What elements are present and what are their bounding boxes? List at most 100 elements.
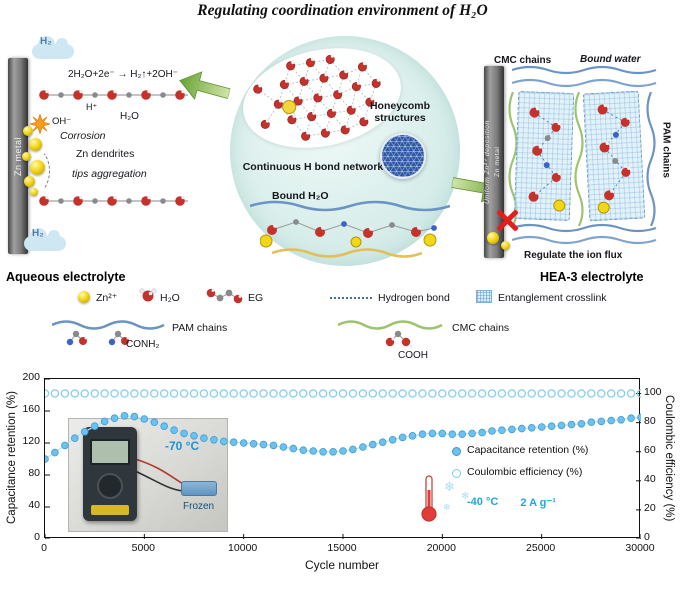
h2o-legend-label: H₂O <box>160 292 180 304</box>
hydrated-molecules-icon <box>528 107 566 212</box>
condition-temperature: -40 °C <box>467 496 499 508</box>
y-left-tick-label: 80 <box>28 467 40 479</box>
hea3-electrolyte-caption: HEA-3 electrolyte <box>540 270 644 284</box>
h2-top-label: H₂ <box>40 36 52 47</box>
vertical-chain-wave-icon <box>574 92 584 226</box>
device-lcd <box>90 439 130 465</box>
y-left-tick-label: 200 <box>22 371 40 383</box>
x-tick-label: 30000 <box>625 542 655 554</box>
h-bond-network-inset <box>233 34 411 162</box>
eg-legend-label: EG <box>248 292 264 304</box>
figure-title: Regulating coordination environment of H… <box>197 2 488 19</box>
snowflake-icon: ❄ <box>444 479 455 494</box>
frozen-label: Frozen <box>183 501 215 512</box>
x-tick-label: 0 <box>41 542 47 554</box>
thermometer-icon <box>421 475 437 522</box>
eg-molecule-icon <box>206 288 243 304</box>
h2-bubble-icon <box>24 228 66 251</box>
aqueous-electrolyte-caption: Aqueous electrolyte <box>6 270 126 284</box>
h2-bubble-icon <box>32 36 74 59</box>
x-tick-label: 20000 <box>426 542 456 554</box>
h2o-label: H₂O <box>120 111 139 122</box>
device-probe-port <box>91 505 129 515</box>
efficiency-legend-label: Coulombic efficiency (%) <box>467 466 583 478</box>
water-chain-icon <box>39 195 188 206</box>
inset-temperature-label: -70 °C <box>165 439 200 453</box>
zn-dendrites-label: Zn dendrites <box>76 148 135 160</box>
arrow-left-icon <box>179 71 231 100</box>
pam-chains-label: PAM chains <box>660 122 672 178</box>
hydrated-domain-box <box>513 91 575 221</box>
her-reaction-label: 2H₂O+2e⁻ → H₂↑+2OH⁻ <box>68 69 179 80</box>
aggregation-arc <box>20 148 50 194</box>
x-tick-label: 5000 <box>131 542 155 554</box>
plot-canvas <box>40 378 646 540</box>
frozen-sample <box>181 481 217 496</box>
zn-sphere-icon <box>501 241 510 250</box>
water-chain-icon <box>39 89 188 100</box>
y-right-tick-label: 20 <box>644 501 656 514</box>
y-right-tick-label: 40 <box>644 472 656 485</box>
bound-water-molecules-icon <box>260 219 437 248</box>
device-dial <box>97 473 123 499</box>
hydrogen-bond-icon <box>330 297 372 299</box>
y-axis-label-left: Capacitance retention (%) <box>6 391 18 525</box>
bound-water-label: Bound water <box>580 54 641 65</box>
right-electrode-label-1: Uniform Zn²⁺ deposition <box>484 120 491 204</box>
x-tick-label: 15000 <box>327 542 357 554</box>
cmc-chains-label: CMC chains <box>494 55 552 66</box>
axis-ticks <box>44 378 642 540</box>
cmc-wave-icon <box>272 248 422 258</box>
capacitance-legend-label: Capacitance retention (%) <box>467 444 589 456</box>
x-axis-label: Cycle number <box>304 558 380 572</box>
cooh-group-icon <box>385 330 413 348</box>
entanglement-crosslink-icon <box>476 290 492 303</box>
pam-wave-icon <box>250 200 450 212</box>
coulombic-efficiency-series <box>40 389 646 398</box>
cmc-bottom-waves-icon <box>512 223 657 245</box>
pam-side-groups-icon <box>66 330 130 346</box>
h-plus-label: H⁺ <box>86 102 98 112</box>
zn-sphere-icon <box>487 232 499 244</box>
condition-current-density: 2 A g⁻¹ <box>520 497 556 509</box>
corrosion-burst-icon <box>30 114 50 134</box>
hydrated-molecules-icon <box>597 103 631 214</box>
y-right-tick-label: 100 <box>644 385 662 398</box>
x-tick-label: 25000 <box>526 542 556 554</box>
oh-label: OH⁻ <box>52 116 72 127</box>
plot-area <box>40 378 646 540</box>
h-bond-network-icon <box>253 54 381 141</box>
h-bond-network-label: Continuous H bond network <box>242 161 384 173</box>
y-left-tick-label: 40 <box>28 499 40 511</box>
y-right-tick-label: 0 <box>644 531 650 543</box>
zn-ion-icon <box>78 291 90 303</box>
x-tick-label: 10000 <box>228 542 258 554</box>
zn-sphere-icon <box>23 126 33 136</box>
y-left-tick-label: 120 <box>22 435 40 447</box>
y-left-tick-label: 0 <box>34 531 40 543</box>
test-conditions: -40 °C 2 A g⁻¹ <box>467 496 556 509</box>
h2-bottom-label: H₂ <box>32 228 44 239</box>
tips-aggregation-label: tips aggregation <box>72 168 147 180</box>
honeycomb-label: Honeycomb structures <box>369 100 431 125</box>
pam-chain-legend-icon <box>52 320 165 330</box>
entanglement-legend-label: Entanglement crosslink <box>498 292 607 304</box>
capacitance-retention-series <box>41 411 645 463</box>
thermometer-device <box>83 427 137 521</box>
zn-legend-label: Zn²⁺ <box>96 292 118 304</box>
hydrogen-bond-legend-label: Hydrogen bond <box>378 292 450 304</box>
y-right-tick-label: 80 <box>644 414 656 427</box>
cooh-label: COOH <box>398 350 428 361</box>
pam-chains-legend-label: PAM chains <box>172 322 228 334</box>
y-axis-label-right: Coulombic efficiency (%) <box>663 394 675 522</box>
honeycomb-icon <box>380 133 426 179</box>
regulate-ion-flux-label: Regulate the ion flux <box>524 250 623 261</box>
capacitance-legend-marker <box>452 447 461 456</box>
y-right-tick-label: 60 <box>644 443 656 456</box>
hydrated-domain-box <box>582 90 646 222</box>
efficiency-legend-marker <box>452 469 461 478</box>
vertical-chain-wave-icon <box>646 92 656 226</box>
snowflake-icon: ❄ <box>461 491 470 502</box>
bound-h2o-label: Bound H₂O <box>272 190 329 202</box>
